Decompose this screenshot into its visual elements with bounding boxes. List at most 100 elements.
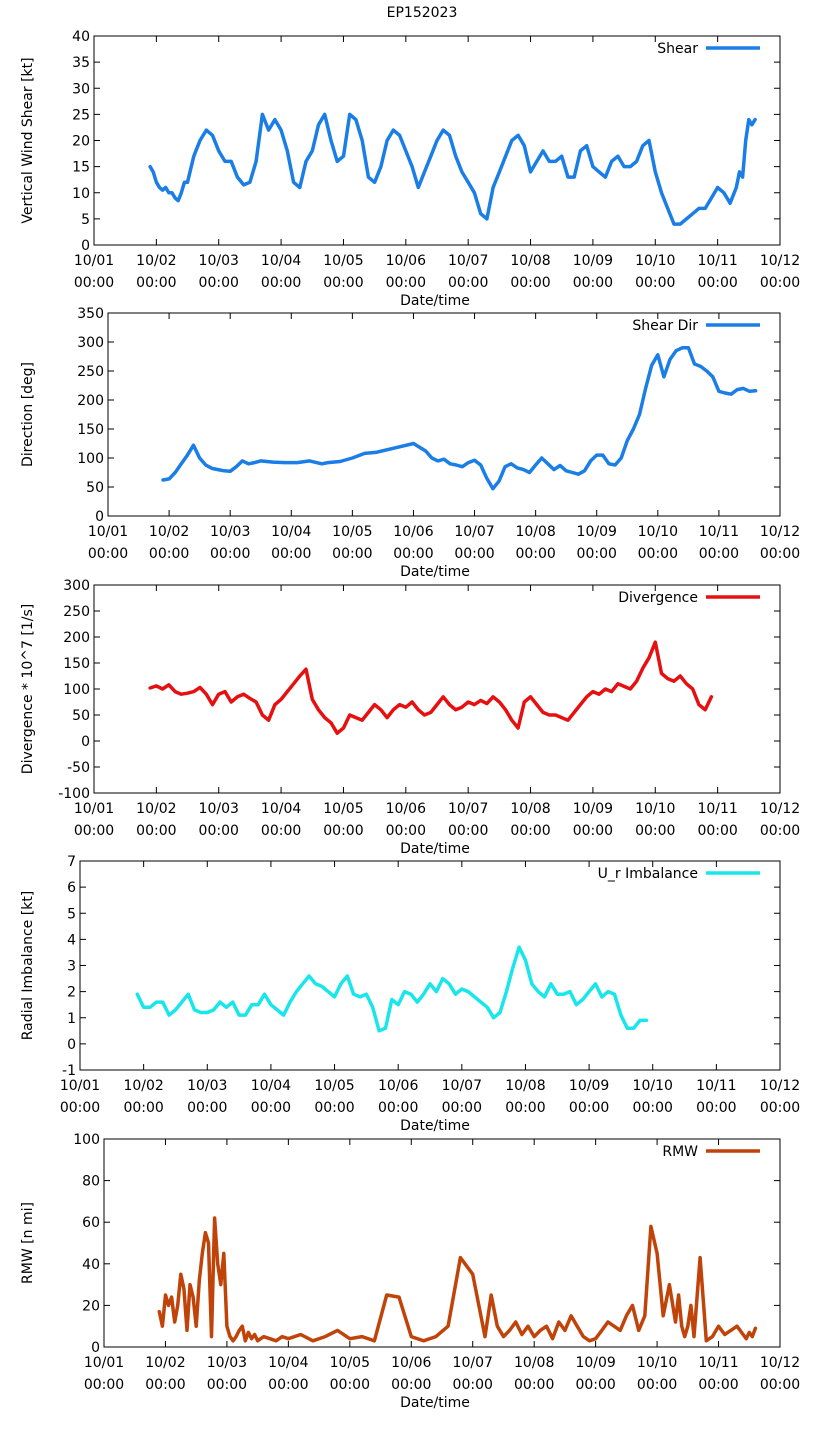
x-tick-label-date: 10/05 [332,524,372,540]
series-line-u-r-imbalance [135,945,649,1033]
x-tick-label-date: 10/01 [74,801,114,817]
y-axis-label: Vertical Wind Shear [kt] [20,57,36,223]
x-axis-label: Date/time [400,564,470,580]
y-tick-label: 0 [95,509,104,525]
x-tick-label-date: 10/07 [448,801,488,817]
x-tick-label-time: 00:00 [635,275,675,291]
x-tick-label-time: 00:00 [510,275,550,291]
x-tick-label-time: 00:00 [207,1377,247,1393]
x-tick-label-time: 00:00 [760,1100,800,1116]
x-tick-label-date: 10/11 [698,1355,738,1371]
x-tick-label-time: 00:00 [123,1100,163,1116]
x-tick-label-date: 10/09 [575,1355,615,1371]
x-tick-label-time: 00:00 [378,1100,418,1116]
x-axis-label: Date/time [400,1395,470,1411]
y-tick-label: 50 [86,480,104,496]
x-tick-label-date: 10/09 [573,801,613,817]
legend-label: U_r Imbalance [598,866,698,882]
x-tick-label-time: 00:00 [271,546,311,562]
x-tick-label-date: 10/10 [635,801,675,817]
x-tick-label-time: 00:00 [145,1377,185,1393]
y-tick-label: 7 [67,854,76,870]
x-axis-label: Date/time [400,293,470,309]
x-tick-label-time: 00:00 [637,1377,677,1393]
x-tick-label-time: 00:00 [635,823,675,839]
y-tick-label: 40 [82,1257,100,1273]
chart-panel-1: 0 5 10 15 20 25 30 35 40 10/01 00:00 10/02 00:00 10/0… [20,29,800,309]
x-tick-label-time: 00:00 [760,546,800,562]
x-tick-label-date: 10/12 [760,253,800,269]
x-tick-label-time: 00:00 [697,823,737,839]
x-tick-label-time: 00:00 [323,275,363,291]
series-line-divergence [148,640,714,735]
x-tick-label-date: 10/10 [633,1078,673,1094]
x-tick-label-time: 00:00 [314,1100,354,1116]
x-tick-label-date: 10/11 [699,524,739,540]
x-tick-label-date: 10/08 [505,1078,545,1094]
x-tick-label-time: 00:00 [448,275,488,291]
x-tick-label-date: 10/04 [251,1078,291,1094]
x-tick-label-time: 00:00 [391,1377,431,1393]
y-tick-label: 0 [81,238,90,254]
y-tick-label: 20 [72,134,90,150]
y-tick-label: -100 [58,786,90,802]
x-tick-label-date: 10/06 [386,253,426,269]
y-axis-label: Radial Imbalance [kt] [20,891,36,1041]
chart-panel-5: 0 20 40 60 80 100 10/01 00:00 10/02 00:00 10/03 00:… [20,1132,800,1411]
x-tick-label-date: 10/04 [268,1355,308,1371]
x-tick-label-time: 00:00 [505,1100,545,1116]
y-tick-label: 350 [77,306,104,322]
y-tick-label: 50 [72,708,90,724]
y-tick-label: 40 [72,29,90,45]
x-tick-label-time: 00:00 [638,546,678,562]
x-tick-label-date: 10/07 [442,1078,482,1094]
x-axis-label: Date/time [400,841,470,857]
x-tick-label-date: 10/12 [760,1355,800,1371]
series-line-rmw [157,1216,758,1343]
x-tick-label-date: 10/02 [145,1355,185,1371]
x-tick-label-date: 10/12 [760,1078,800,1094]
x-tick-label-date: 10/03 [199,801,239,817]
x-tick-label-time: 00:00 [210,546,250,562]
x-tick-label-time: 00:00 [573,823,613,839]
x-tick-label-date: 10/02 [149,524,189,540]
y-tick-label: 150 [77,422,104,438]
x-tick-label-date: 10/06 [378,1078,418,1094]
x-tick-label-time: 00:00 [699,546,739,562]
x-tick-label-time: 00:00 [332,546,372,562]
x-tick-label-date: 10/05 [323,801,363,817]
x-tick-label-date: 10/01 [88,524,128,540]
y-tick-label: 30 [72,81,90,97]
x-tick-label-date: 10/05 [323,253,363,269]
x-tick-label-date: 10/02 [136,253,176,269]
x-tick-label-date: 10/05 [314,1078,354,1094]
x-axis-label: Date/time [400,1118,470,1134]
y-axis-label: Direction [deg] [20,362,36,467]
x-tick-label-date: 10/11 [697,801,737,817]
y-tick-label: 35 [72,55,90,71]
y-tick-label: 6 [67,880,76,896]
x-tick-label-time: 00:00 [199,823,239,839]
x-tick-label-date: 10/08 [515,524,555,540]
x-tick-label-date: 10/04 [261,253,301,269]
y-tick-label: -50 [67,760,90,776]
x-tick-label-date: 10/03 [207,1355,247,1371]
y-axis-label: Divergence * 10^7 [1/s] [20,604,36,774]
x-tick-label-time: 00:00 [454,546,494,562]
x-tick-label-time: 00:00 [88,546,128,562]
x-tick-label-time: 00:00 [187,1100,227,1116]
x-tick-label-date: 10/06 [391,1355,431,1371]
x-tick-label-date: 10/02 [123,1078,163,1094]
x-tick-label-time: 00:00 [136,823,176,839]
x-tick-label-date: 10/07 [453,1355,493,1371]
x-tick-label-date: 10/02 [136,801,176,817]
x-tick-label-date: 10/12 [760,524,800,540]
series-line-shear-dir [161,346,758,491]
x-tick-label-time: 00:00 [386,275,426,291]
y-tick-label: 100 [73,1132,100,1148]
x-tick-label-time: 00:00 [453,1377,493,1393]
x-tick-label-date: 10/10 [637,1355,677,1371]
x-tick-label-time: 00:00 [74,275,114,291]
legend-label: Divergence [618,590,698,606]
chart-panel-3: -100 -50 0 50 100 150 200 250 300 10/01 00:00 10/02… [20,578,800,857]
